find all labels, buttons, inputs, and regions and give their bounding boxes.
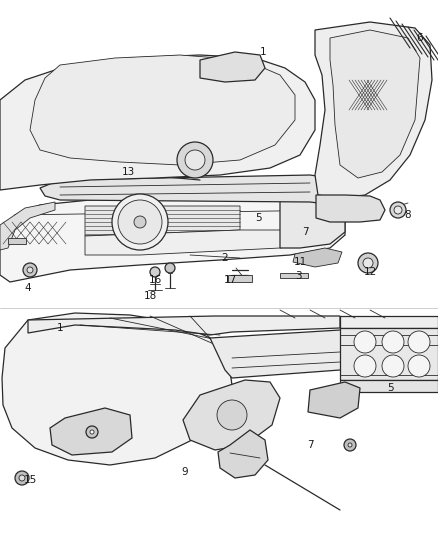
Circle shape <box>19 475 25 481</box>
Polygon shape <box>308 382 360 418</box>
Polygon shape <box>0 202 55 250</box>
Polygon shape <box>28 316 340 335</box>
Circle shape <box>23 263 37 277</box>
Circle shape <box>363 258 373 268</box>
Polygon shape <box>340 380 438 392</box>
Text: 3: 3 <box>295 271 301 281</box>
Polygon shape <box>280 200 345 248</box>
Polygon shape <box>293 248 342 267</box>
Polygon shape <box>8 238 26 244</box>
Circle shape <box>354 355 376 377</box>
Circle shape <box>358 253 378 273</box>
Circle shape <box>390 202 406 218</box>
Circle shape <box>408 331 430 353</box>
Polygon shape <box>280 273 308 278</box>
Text: 15: 15 <box>23 475 37 485</box>
Circle shape <box>86 426 98 438</box>
Circle shape <box>27 267 33 273</box>
Text: 1: 1 <box>260 47 266 57</box>
Text: 12: 12 <box>364 267 377 277</box>
Text: 18: 18 <box>143 291 157 301</box>
Polygon shape <box>228 275 252 282</box>
Text: 1: 1 <box>57 323 64 333</box>
Text: 8: 8 <box>405 210 411 220</box>
Text: 7: 7 <box>302 227 308 237</box>
Circle shape <box>90 430 94 434</box>
Text: 11: 11 <box>293 257 307 267</box>
Circle shape <box>354 331 376 353</box>
Polygon shape <box>50 408 132 455</box>
Polygon shape <box>315 22 432 198</box>
Polygon shape <box>210 330 355 378</box>
Text: 17: 17 <box>223 275 237 285</box>
Circle shape <box>150 267 160 277</box>
Polygon shape <box>340 328 438 380</box>
Polygon shape <box>340 316 438 328</box>
Polygon shape <box>85 230 300 255</box>
Circle shape <box>394 206 402 214</box>
Circle shape <box>382 355 404 377</box>
Polygon shape <box>0 55 315 190</box>
Polygon shape <box>200 52 265 82</box>
Polygon shape <box>30 55 295 165</box>
Circle shape <box>118 200 162 244</box>
Circle shape <box>408 355 430 377</box>
Polygon shape <box>218 430 268 478</box>
Circle shape <box>344 439 356 451</box>
Text: 5: 5 <box>254 213 261 223</box>
Text: 7: 7 <box>307 440 313 450</box>
Text: 2: 2 <box>222 253 228 263</box>
Circle shape <box>134 216 146 228</box>
Text: 9: 9 <box>182 467 188 477</box>
Circle shape <box>112 194 168 250</box>
Circle shape <box>382 331 404 353</box>
Polygon shape <box>339 204 368 218</box>
Circle shape <box>165 263 175 273</box>
Polygon shape <box>316 195 385 222</box>
Circle shape <box>348 443 352 447</box>
Circle shape <box>185 150 205 170</box>
Polygon shape <box>2 313 232 465</box>
Polygon shape <box>40 175 340 205</box>
Polygon shape <box>0 198 345 282</box>
Circle shape <box>15 471 29 485</box>
Text: 13: 13 <box>121 167 134 177</box>
Text: 4: 4 <box>25 283 31 293</box>
Circle shape <box>177 142 213 178</box>
Polygon shape <box>85 206 240 236</box>
Text: 16: 16 <box>148 275 162 285</box>
Text: 6: 6 <box>417 33 423 43</box>
Text: 5: 5 <box>387 383 393 393</box>
Polygon shape <box>183 380 280 450</box>
Polygon shape <box>105 145 220 175</box>
Circle shape <box>217 400 247 430</box>
Polygon shape <box>330 30 420 178</box>
